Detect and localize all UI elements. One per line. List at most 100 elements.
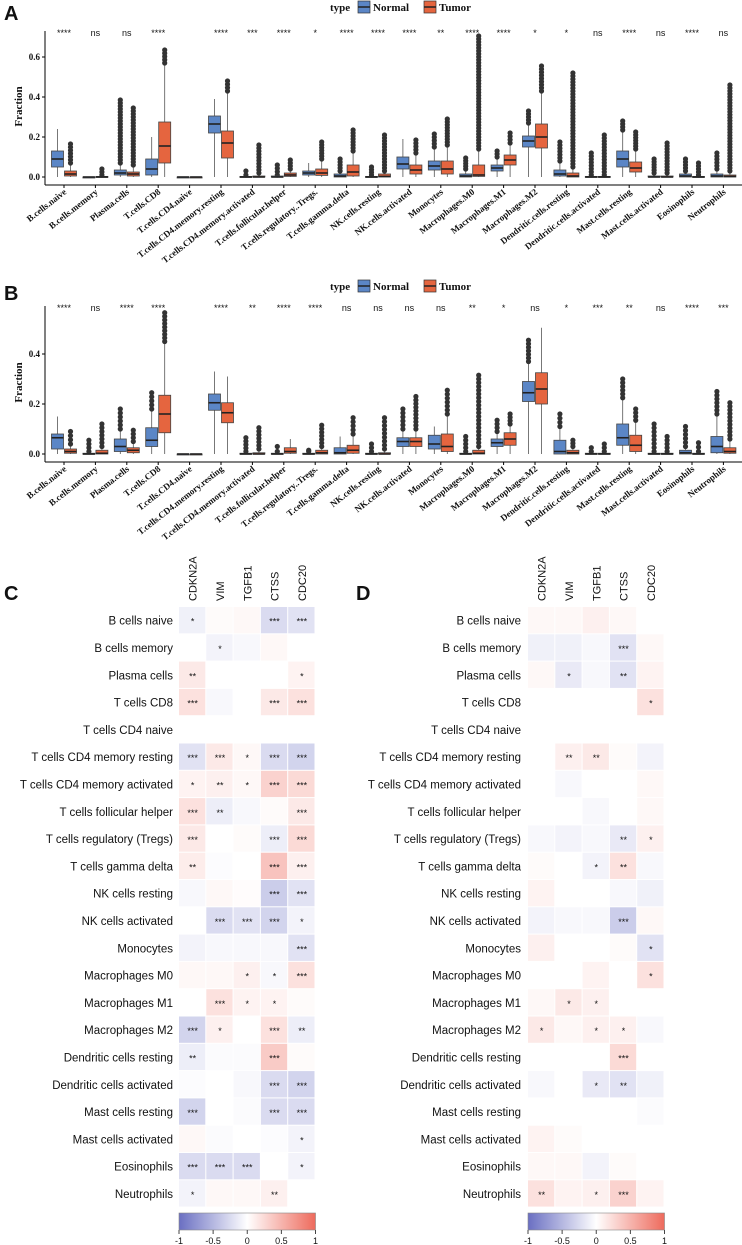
row-label: NK cells resting <box>441 889 521 901</box>
outlier-tumor <box>413 393 419 400</box>
panel-label-c: C <box>4 583 18 605</box>
heatmap-cell <box>179 634 206 661</box>
outlier-normal <box>651 448 657 455</box>
outlier-normal <box>620 118 626 124</box>
heatmap-cell <box>260 607 288 634</box>
outlier-tumor <box>664 433 670 440</box>
heatmap-cell <box>206 1125 233 1152</box>
heatmap-cell <box>609 607 637 634</box>
significance-stars: * <box>594 1026 598 1036</box>
significance-stars: *** <box>297 890 308 900</box>
significance-label: **** <box>151 28 166 38</box>
outlier-tumor <box>727 418 733 424</box>
significance-stars: *** <box>297 753 308 763</box>
significance-label: ns <box>656 28 666 38</box>
significance-stars: * <box>300 917 304 927</box>
significance-label: * <box>313 28 317 38</box>
significance-stars: * <box>594 1190 598 1200</box>
column-label: VIM <box>215 581 227 601</box>
outlier-normal <box>557 415 563 421</box>
outlier-normal <box>714 407 720 413</box>
significance-stars: * <box>567 999 571 1009</box>
heatmap-cell <box>582 661 609 688</box>
heatmap-cell <box>260 934 288 961</box>
significance-stars: * <box>649 835 653 845</box>
outlier-tumor <box>444 395 450 401</box>
heatmap-cell <box>288 934 315 961</box>
heatmap-cell <box>206 1180 233 1207</box>
heatmap-cell <box>582 634 609 661</box>
outlier-normal <box>494 421 500 427</box>
significance-stars: * <box>218 1026 222 1036</box>
outlier-tumor <box>695 440 702 446</box>
heatmap-cell <box>288 880 315 907</box>
outlier-normal <box>274 443 280 450</box>
heatmap-cell <box>260 743 288 770</box>
outlier-tumor <box>381 422 388 429</box>
outlier-tumor <box>350 423 356 429</box>
row-label: B cells naive <box>456 616 521 628</box>
outlier-normal <box>714 411 720 417</box>
row-label: T cells CD4 memory resting <box>379 752 521 764</box>
outlier-normal <box>149 406 155 412</box>
heatmap-cell <box>637 1098 664 1125</box>
outlier-tumor <box>413 419 419 425</box>
significance-stars: *** <box>269 1081 280 1091</box>
outlier-normal <box>682 435 689 442</box>
heatmap-cell <box>206 743 233 770</box>
heatmap-cell <box>528 1071 555 1098</box>
outlier-normal <box>117 410 123 416</box>
heatmap-cell <box>582 907 609 934</box>
heatmap-cell <box>260 1180 288 1207</box>
row-label: Plasma cells <box>456 670 521 682</box>
heatmap-cell <box>609 1043 637 1071</box>
row-label: Monocytes <box>117 943 173 955</box>
outlier-normal <box>368 448 375 455</box>
outlier-tumor <box>601 132 607 138</box>
heatmap-cell <box>609 961 637 989</box>
outlier-tumor <box>381 419 388 425</box>
heatmap-cell <box>206 1016 233 1043</box>
row-label: Macrophages M1 <box>432 998 521 1010</box>
significance-stars: * <box>218 644 222 654</box>
box-normal <box>427 434 441 450</box>
outlier-normal <box>243 435 249 441</box>
column-label: CDC20 <box>646 565 658 601</box>
heatmap-cell <box>582 798 609 825</box>
significance-label: ns <box>405 303 415 313</box>
outlier-normal <box>463 448 469 455</box>
heatmap-cell <box>555 907 582 934</box>
outlier-tumor <box>444 387 450 393</box>
outlier-tumor <box>633 406 639 412</box>
heatmap-cell <box>288 852 315 879</box>
heatmap-cell <box>609 1071 637 1098</box>
outlier-tumor <box>664 441 670 447</box>
outlier-normal <box>400 426 406 432</box>
outlier-normal <box>431 131 437 137</box>
heatmap-cell <box>288 907 315 934</box>
heatmap-cell <box>233 852 260 879</box>
outlier-normal <box>651 441 657 447</box>
significance-stars: ** <box>216 808 224 818</box>
significance-stars: * <box>300 671 304 681</box>
x-tick-label: NK.cells.activated <box>353 187 414 238</box>
row-label: Dendritic cells resting <box>412 1052 521 1064</box>
significance-label: * <box>533 28 537 38</box>
outlier-tumor <box>224 78 231 84</box>
heatmap-cell <box>179 989 206 1016</box>
box-normal <box>710 436 724 454</box>
significance-stars: * <box>191 780 195 790</box>
heatmap-cell <box>233 607 260 634</box>
outlier-normal <box>651 444 657 451</box>
outlier-tumor <box>381 446 388 452</box>
column-label: TGFB1 <box>591 566 603 601</box>
significance-label: ns <box>719 28 729 38</box>
significance-label: **** <box>277 303 292 313</box>
colorbar-tick-label: -1 <box>175 1236 183 1245</box>
column-label: VIM <box>564 581 576 601</box>
outlier-tumor <box>381 132 388 138</box>
outlier-tumor <box>727 421 733 428</box>
box-tumor <box>566 172 580 178</box>
panel-label-d: D <box>356 583 370 605</box>
heatmap-cell <box>582 1098 609 1125</box>
